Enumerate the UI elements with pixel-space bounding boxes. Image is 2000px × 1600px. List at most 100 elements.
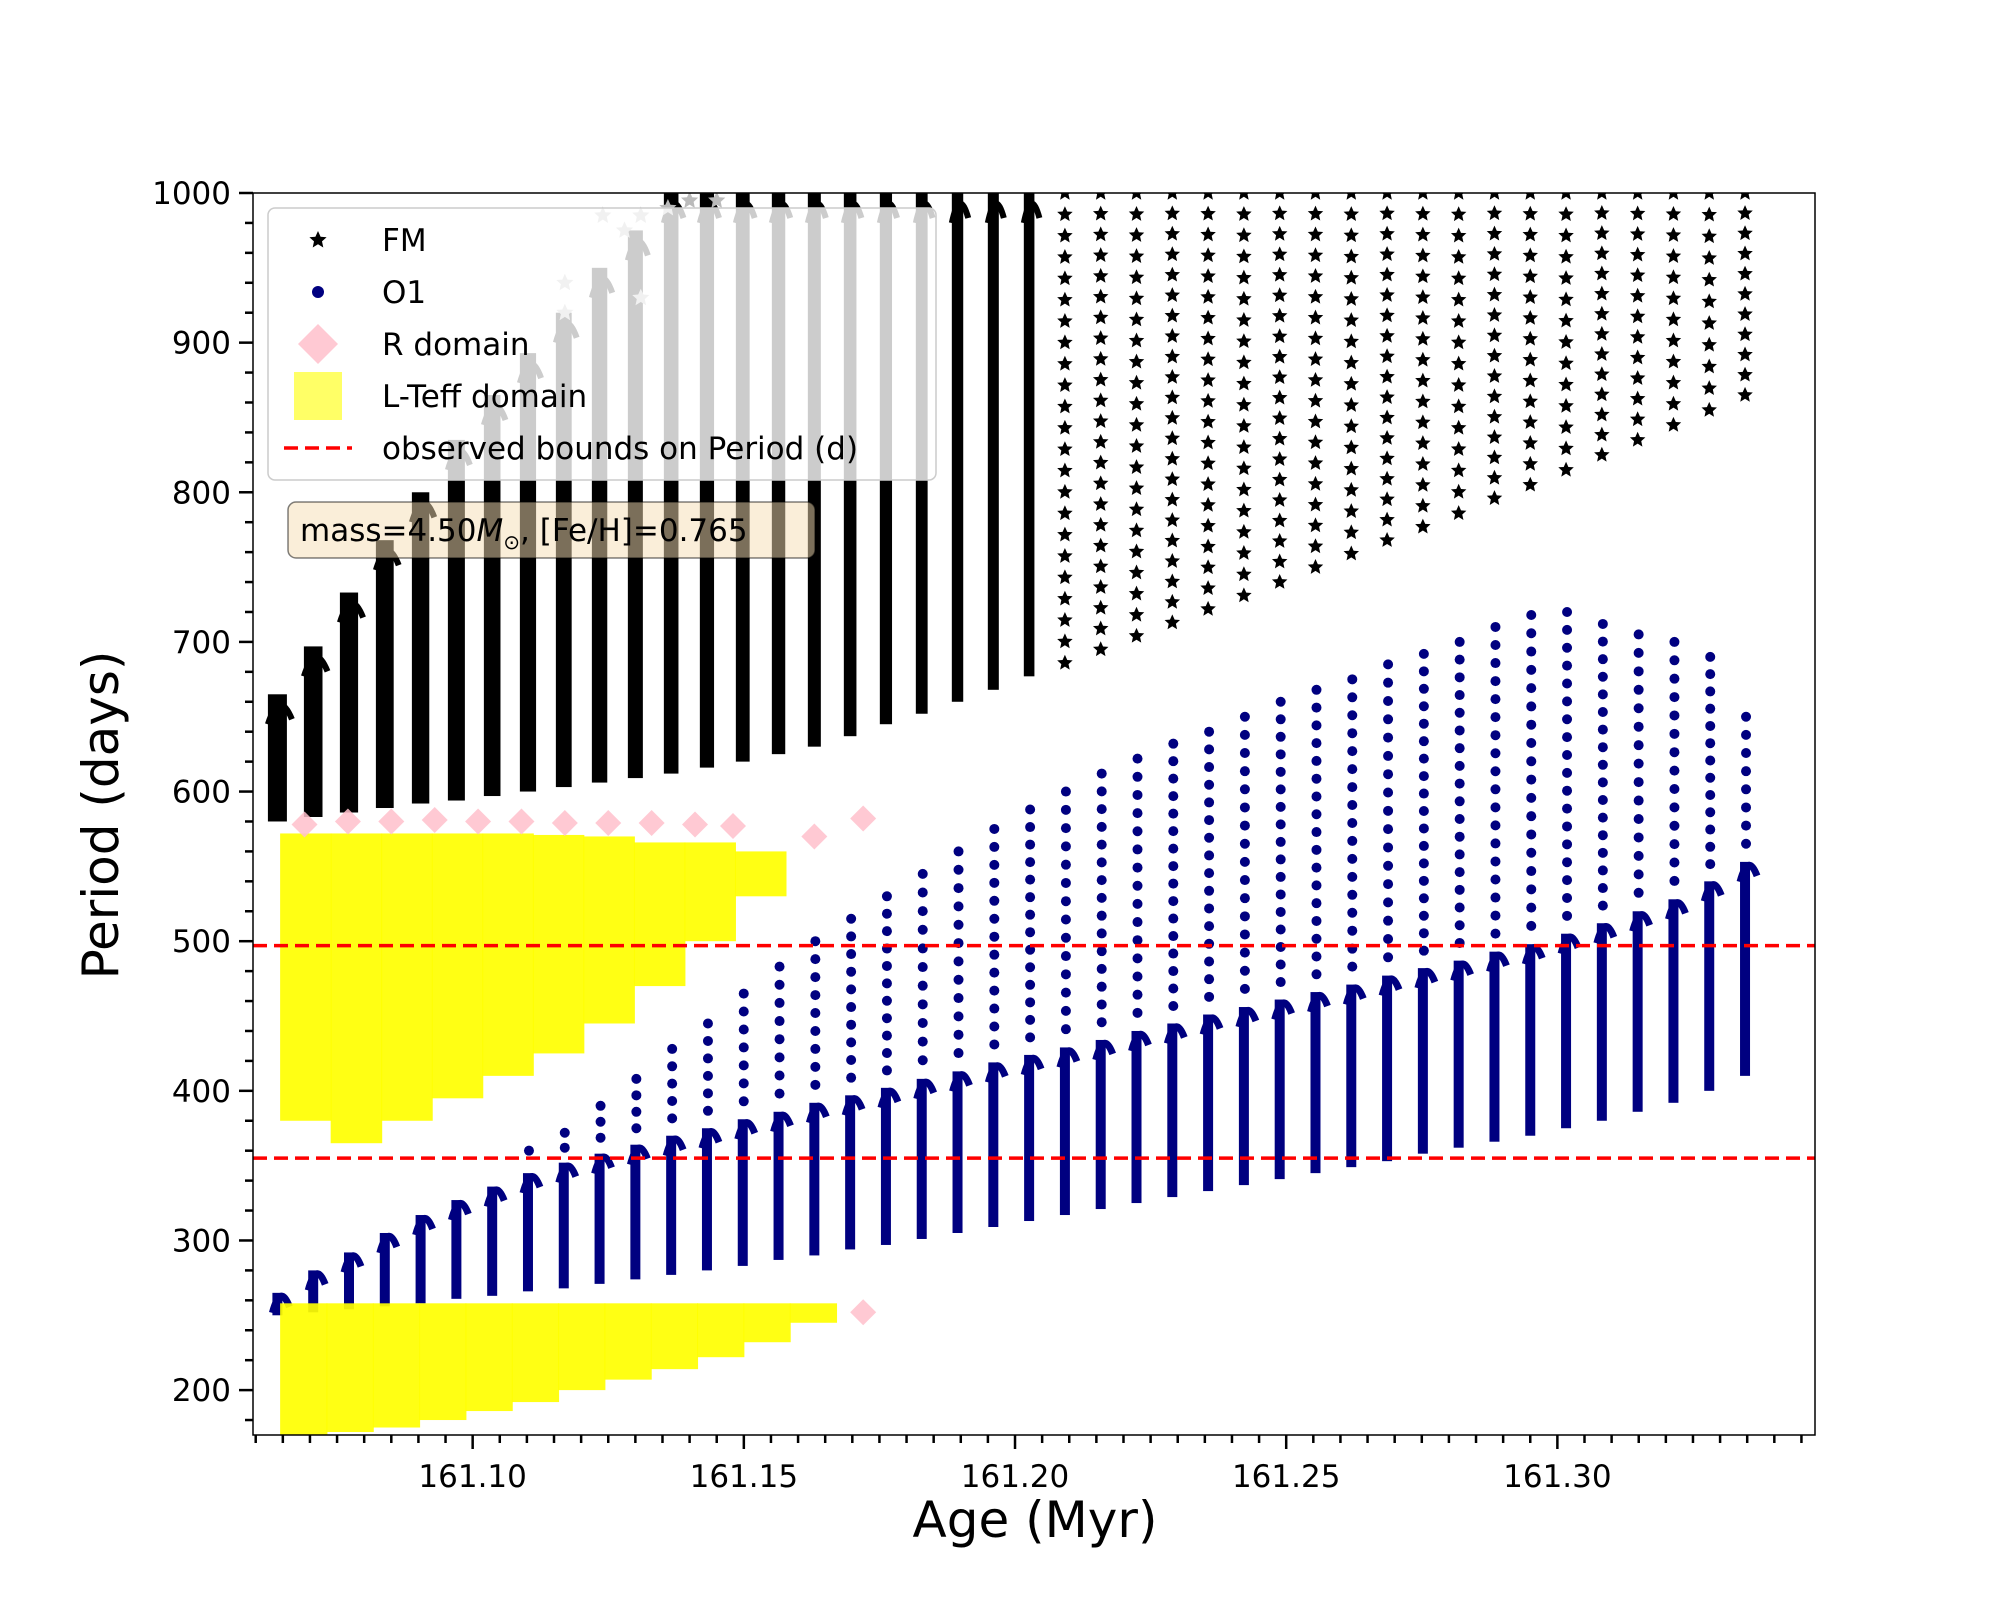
o1-band bbox=[451, 1200, 462, 1299]
o1-point bbox=[1239, 893, 1250, 904]
o1-point bbox=[595, 1116, 606, 1127]
o1-cycle bbox=[483, 1186, 508, 1296]
o1-point bbox=[1275, 696, 1286, 707]
o1-point bbox=[989, 1039, 1000, 1050]
o1-point bbox=[631, 1073, 642, 1084]
o1-point bbox=[1347, 925, 1358, 936]
lteff-block bbox=[280, 1303, 328, 1435]
o1-point bbox=[667, 1078, 678, 1089]
o1-cycle bbox=[841, 913, 866, 1250]
o1-point bbox=[1347, 692, 1358, 703]
o1-point bbox=[631, 1123, 642, 1134]
o1-point bbox=[1418, 788, 1429, 799]
o1-point bbox=[1418, 648, 1429, 659]
o1-point bbox=[1597, 671, 1608, 682]
legend-entry: FM bbox=[309, 223, 427, 259]
legend-entries: FM O1 R domain L-Teff domain observed bounds… bbox=[284, 223, 858, 467]
y-tick-label: 400 bbox=[172, 1074, 231, 1110]
o1-point bbox=[1204, 762, 1215, 773]
o1-band bbox=[845, 1095, 856, 1250]
o1-point bbox=[1418, 666, 1429, 677]
o1-point bbox=[1275, 977, 1286, 988]
o1-arc bbox=[1629, 911, 1653, 933]
o1-point bbox=[1096, 839, 1107, 850]
o1-point bbox=[881, 1013, 892, 1024]
fm-arc bbox=[265, 702, 295, 726]
r-domain-point bbox=[850, 805, 877, 832]
legend-label: L-Teff domain bbox=[382, 379, 587, 415]
o1-point bbox=[1204, 903, 1215, 914]
fm-band bbox=[267, 694, 287, 822]
o1-point bbox=[1025, 997, 1036, 1008]
o1-point bbox=[1168, 808, 1179, 819]
o1-point bbox=[1311, 844, 1322, 855]
o1-point bbox=[1526, 628, 1537, 639]
o1-cycle bbox=[376, 1232, 401, 1307]
o1-point bbox=[1669, 765, 1680, 776]
o1-cycle bbox=[412, 1215, 436, 1304]
o1-point bbox=[1526, 829, 1537, 840]
o1-point bbox=[1526, 866, 1537, 877]
fm-arc bbox=[301, 654, 331, 678]
o1-point bbox=[1562, 678, 1573, 689]
o1-band bbox=[1632, 911, 1643, 1112]
plot-frame bbox=[252, 192, 1816, 1436]
o1-band bbox=[916, 1078, 927, 1239]
o1-band bbox=[1596, 923, 1607, 1121]
o1-point bbox=[1633, 740, 1644, 751]
fm-band bbox=[1023, 193, 1035, 677]
o1-arc bbox=[1450, 960, 1474, 982]
o1-arc bbox=[805, 1102, 830, 1124]
lteff-block bbox=[734, 851, 787, 897]
o1-point bbox=[1669, 747, 1680, 758]
o1-point bbox=[1204, 868, 1215, 879]
o1-point bbox=[1454, 796, 1465, 807]
o1-point bbox=[1132, 808, 1143, 819]
o1-cycle bbox=[1629, 629, 1653, 1112]
o1-band bbox=[1704, 881, 1715, 1091]
o1-point bbox=[1096, 999, 1107, 1010]
fm-cycle bbox=[265, 694, 295, 822]
y-axis: 200 300 400 500 600 700 800 900 1000 bbox=[152, 176, 253, 1422]
o1-point bbox=[1418, 753, 1429, 764]
o1-cycle bbox=[805, 936, 830, 1256]
o1-point bbox=[846, 984, 857, 995]
o1-point bbox=[1383, 860, 1394, 871]
o1-point bbox=[1741, 820, 1752, 831]
o1-point bbox=[1669, 636, 1680, 647]
annotation-mass-symbol: M bbox=[477, 513, 504, 549]
o1-point bbox=[1562, 732, 1573, 743]
lteff-block bbox=[583, 836, 635, 1024]
o1-point bbox=[1597, 654, 1608, 665]
legend-entry: L-Teff domain bbox=[294, 372, 587, 420]
o1-band bbox=[1561, 933, 1572, 1129]
o1-point bbox=[1168, 1001, 1179, 1012]
o1-point bbox=[1526, 683, 1537, 694]
o1-point bbox=[881, 978, 892, 989]
o1-point bbox=[1311, 827, 1322, 838]
o1-point bbox=[1562, 696, 1573, 707]
o1-point bbox=[1633, 869, 1644, 880]
o1-point bbox=[1418, 806, 1429, 817]
o1-point bbox=[1454, 849, 1465, 860]
o1-point bbox=[1025, 962, 1036, 973]
o1-point bbox=[989, 1003, 1000, 1014]
o1-cycle bbox=[1020, 804, 1045, 1222]
o1-point bbox=[1418, 858, 1429, 869]
o1-arc bbox=[1665, 899, 1689, 921]
o1-point bbox=[1490, 910, 1501, 921]
o1-point bbox=[1454, 654, 1465, 665]
o1-arc bbox=[626, 1144, 651, 1166]
o1-point bbox=[1096, 910, 1107, 921]
o1-cycle bbox=[1486, 621, 1510, 1142]
o1-point bbox=[523, 1145, 534, 1156]
o1-cycle bbox=[1271, 696, 1295, 1180]
o1-point bbox=[1275, 836, 1286, 847]
o1-point bbox=[1096, 857, 1107, 868]
fm-cycle bbox=[984, 193, 1007, 690]
o1-arc bbox=[1020, 1054, 1045, 1076]
o1-arc bbox=[304, 1270, 329, 1292]
o1-point bbox=[1204, 832, 1215, 843]
o1-point bbox=[1025, 909, 1036, 920]
o1-point bbox=[595, 1132, 606, 1143]
